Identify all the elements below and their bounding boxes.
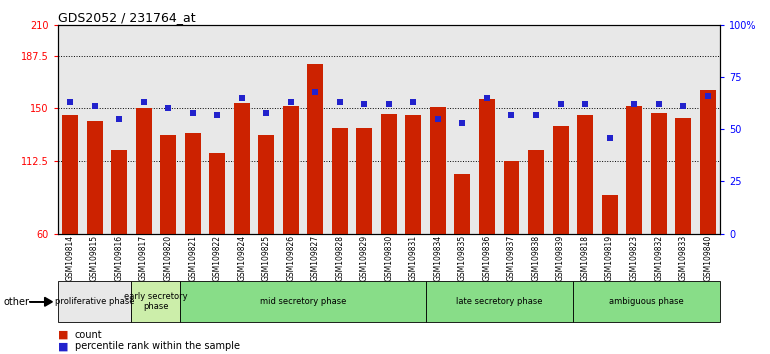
Point: [211, 112, 223, 118]
Point: [457, 120, 469, 126]
Bar: [651, 113, 667, 234]
Point: [652, 101, 665, 107]
Point: [186, 110, 199, 115]
Point: [407, 99, 420, 105]
Bar: [111, 150, 127, 234]
Text: percentile rank within the sample: percentile rank within the sample: [75, 341, 239, 351]
Point: [333, 99, 346, 105]
Bar: [332, 128, 348, 234]
Bar: [626, 105, 642, 234]
Text: early secretory
phase: early secretory phase: [124, 292, 188, 312]
Point: [260, 110, 273, 115]
Bar: [234, 103, 249, 234]
Point: [480, 95, 493, 101]
Point: [137, 99, 149, 105]
Bar: [405, 115, 421, 234]
Text: ■: ■: [58, 341, 69, 351]
Bar: [283, 105, 299, 234]
Point: [162, 105, 174, 111]
Text: count: count: [75, 330, 102, 339]
Text: GDS2052 / 231764_at: GDS2052 / 231764_at: [58, 11, 196, 24]
Text: ■: ■: [58, 330, 69, 339]
Bar: [185, 133, 201, 234]
Bar: [454, 174, 470, 234]
Text: proliferative phase: proliferative phase: [55, 297, 134, 306]
Bar: [577, 115, 593, 234]
Point: [701, 93, 714, 99]
Text: ambiguous phase: ambiguous phase: [609, 297, 684, 306]
Bar: [136, 108, 152, 234]
Point: [358, 101, 370, 107]
Point: [554, 101, 567, 107]
Point: [432, 116, 444, 121]
Point: [604, 135, 616, 141]
Bar: [209, 153, 225, 234]
Bar: [62, 115, 78, 234]
Point: [113, 116, 126, 121]
Bar: [479, 98, 495, 234]
Point: [64, 99, 76, 105]
Point: [579, 101, 591, 107]
Bar: [160, 135, 176, 234]
Point: [505, 112, 517, 118]
Bar: [675, 118, 691, 234]
Point: [236, 95, 248, 101]
Bar: [357, 128, 373, 234]
Bar: [86, 121, 102, 234]
Text: other: other: [4, 297, 30, 307]
Point: [383, 101, 395, 107]
Point: [628, 101, 641, 107]
Bar: [430, 107, 446, 234]
Point: [530, 112, 542, 118]
Text: mid secretory phase: mid secretory phase: [259, 297, 346, 306]
Point: [285, 99, 297, 105]
Point: [89, 103, 101, 109]
Bar: [381, 114, 397, 234]
Text: late secretory phase: late secretory phase: [456, 297, 543, 306]
Bar: [528, 150, 544, 234]
Point: [309, 89, 321, 95]
Bar: [700, 90, 715, 234]
Bar: [601, 195, 618, 234]
Bar: [553, 126, 568, 234]
Bar: [504, 161, 520, 234]
Bar: [307, 64, 323, 234]
Bar: [258, 135, 274, 234]
Point: [677, 103, 689, 109]
